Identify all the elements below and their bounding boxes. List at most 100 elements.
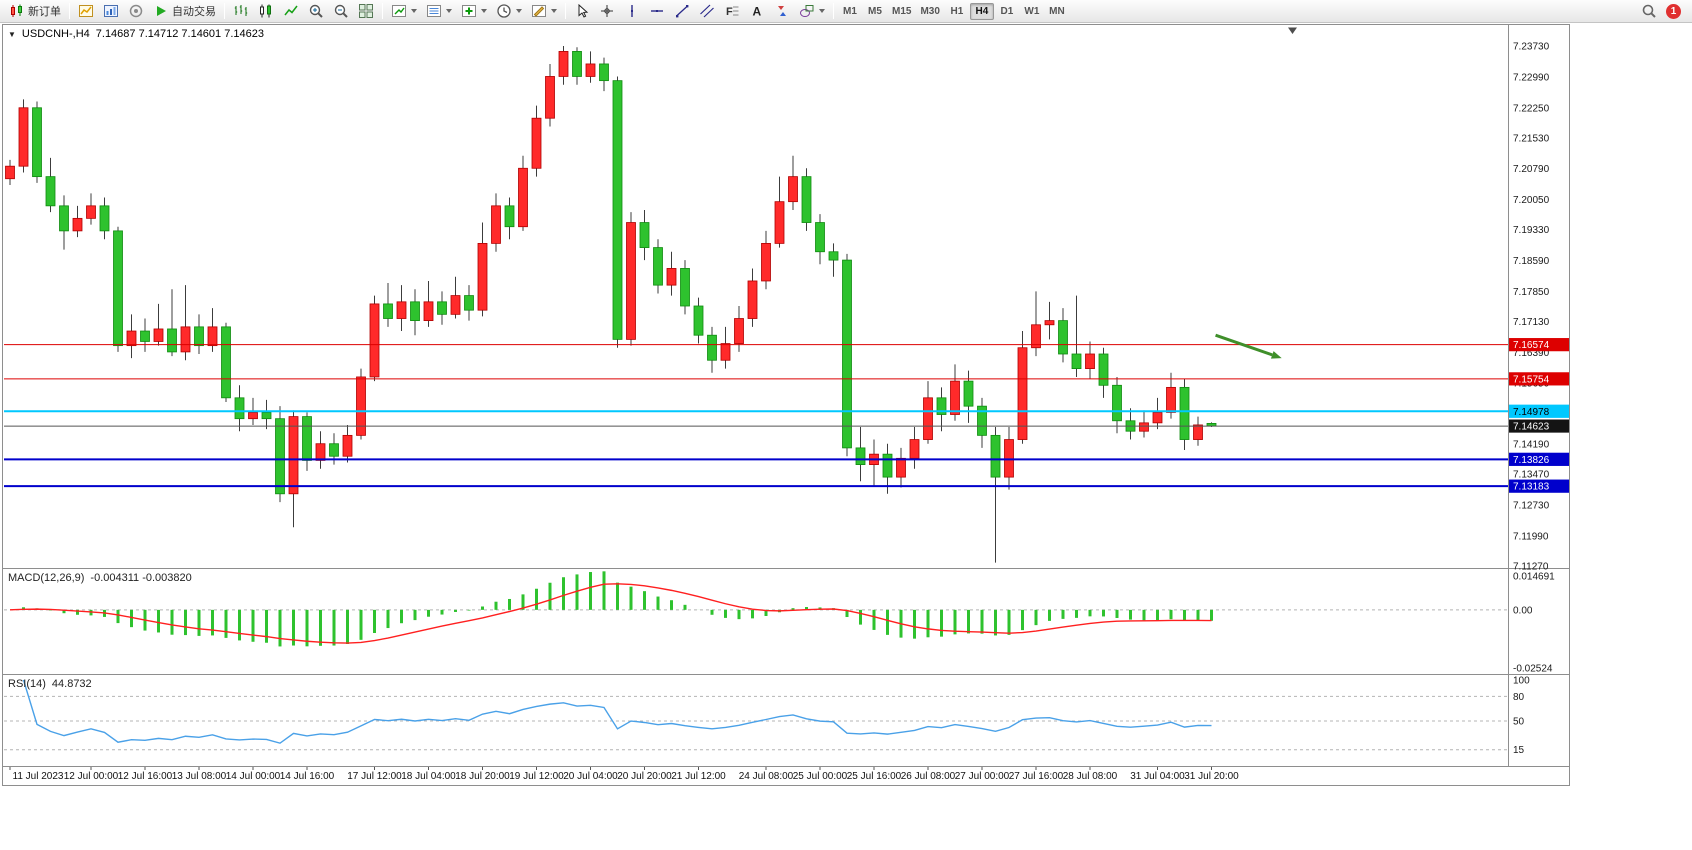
toolbar-separator (69, 3, 70, 19)
templates-icon (531, 3, 547, 19)
chart-arrow-icon (391, 3, 407, 19)
svg-text:14 Jul 00:00: 14 Jul 00:00 (226, 771, 281, 782)
line-chart-mode-button[interactable] (279, 1, 303, 21)
svg-text:7.16390: 7.16390 (1513, 348, 1550, 359)
svg-text:25 Jul 00:00: 25 Jul 00:00 (793, 771, 848, 782)
notification-badge[interactable]: 1 (1666, 3, 1681, 19)
chart-list-icon (426, 3, 442, 19)
candles-icon (258, 3, 274, 19)
arrows-icon (774, 3, 790, 19)
crosshair-icon (599, 3, 615, 19)
trendline-tool-button[interactable] (670, 1, 694, 21)
timeframe-m30[interactable]: M30 (920, 5, 940, 17)
toolbar-separator (565, 3, 566, 19)
new-chart-window-button[interactable] (387, 1, 421, 21)
line-chart-icon (283, 3, 299, 19)
timeframe-m15[interactable]: M15 (892, 5, 912, 17)
indicators-button[interactable] (457, 1, 491, 21)
timeframe-h1[interactable]: H1 (950, 5, 964, 17)
svg-text:0.014691: 0.014691 (1513, 572, 1555, 583)
candlestick-mode-button[interactable] (254, 1, 278, 21)
price-axis-scale[interactable]: 7.23730 7.22990 7.22250 7.21530 7.20790 7.200… (1509, 42, 1569, 573)
svg-text:31 Jul 20:00: 31 Jul 20:00 (1184, 771, 1239, 782)
svg-text:7.16574: 7.16574 (1513, 340, 1550, 351)
chart-profiles-button[interactable] (422, 1, 456, 21)
bar-chart-mode-button[interactable] (229, 1, 253, 21)
new-order-button[interactable]: 新订单 (5, 1, 65, 21)
svg-text:7.11990: 7.11990 (1513, 531, 1549, 542)
svg-text:7.20790: 7.20790 (1513, 164, 1550, 175)
cursor-tool-button[interactable] (570, 1, 594, 21)
svg-text:7.13183: 7.13183 (1513, 482, 1550, 493)
svg-text:7.18590: 7.18590 (1513, 256, 1550, 267)
autotrading-button[interactable]: 自动交易 (149, 1, 220, 21)
arrows-tool-button[interactable] (770, 1, 794, 21)
text-icon: A (749, 3, 765, 19)
bar-chart-icon (233, 3, 249, 19)
svg-text:24 Jul 08:00: 24 Jul 08:00 (739, 771, 794, 782)
timeframe-m5[interactable]: M5 (868, 5, 882, 17)
svg-text:7.14978: 7.14978 (1513, 407, 1550, 418)
svg-text:7.12730: 7.12730 (1513, 501, 1550, 512)
text-tool-button[interactable]: A (745, 1, 769, 21)
horizontal-line-tool-button[interactable] (645, 1, 669, 21)
hline-icon (649, 3, 665, 19)
tile-windows-button[interactable] (354, 1, 378, 21)
fibo-icon: F (724, 3, 740, 19)
svg-text:14 Jul 16:00: 14 Jul 16:00 (280, 771, 335, 782)
trend-arrow-object[interactable] (1215, 333, 1282, 359)
svg-text:15: 15 (1513, 745, 1525, 756)
toolbar-separator (382, 3, 383, 19)
dropdown-arrow-icon[interactable] (411, 9, 417, 13)
channel-tool-button[interactable] (695, 1, 719, 21)
timeframe-d1[interactable]: D1 (1000, 5, 1014, 17)
timeframe-h4[interactable]: H4 (969, 2, 994, 20)
dropdown-arrow-icon[interactable] (516, 9, 522, 13)
dropdown-arrow-icon[interactable] (446, 9, 452, 13)
search-button[interactable] (1637, 1, 1661, 21)
chart-header: ▼ USDCNH-,H4 7.14687 7.14712 7.14601 7.1… (8, 28, 264, 40)
svg-text:7.14623: 7.14623 (1513, 422, 1550, 433)
templates-button[interactable] (527, 1, 561, 21)
svg-text:18 Jul 04:00: 18 Jul 04:00 (401, 771, 456, 782)
time-axis-scale[interactable]: 11 Jul 2023 12 Jul 00:00 12 Jul 16:00 13 Ju… (9, 767, 1239, 782)
zoom-in-icon (308, 3, 324, 19)
svg-text:7.22990: 7.22990 (1513, 72, 1550, 83)
profiles-button[interactable] (99, 1, 123, 21)
search-icon (1641, 3, 1657, 19)
svg-text:7.11270: 7.11270 (1513, 562, 1549, 573)
svg-text:F: F (726, 6, 733, 18)
one-click-trading-toggle[interactable]: ▼ (8, 29, 16, 39)
new-chart-button[interactable] (74, 1, 98, 21)
svg-text:7.22250: 7.22250 (1513, 103, 1550, 114)
dropdown-arrow-icon[interactable] (551, 9, 557, 13)
vertical-line-tool-button[interactable] (620, 1, 644, 21)
dropdown-arrow-icon[interactable] (819, 9, 825, 13)
svg-text:28 Jul 08:00: 28 Jul 08:00 (1063, 771, 1118, 782)
timeframe-m1[interactable]: M1 (843, 5, 857, 17)
chart-shift-marker[interactable] (1288, 27, 1297, 35)
fibonacci-tool-button[interactable]: F (720, 1, 744, 21)
shapes-tool-button[interactable] (795, 1, 829, 21)
toolbar-separator (833, 3, 834, 19)
svg-text:7.15754: 7.15754 (1513, 374, 1550, 385)
svg-text:17 Jul 12:00: 17 Jul 12:00 (347, 771, 402, 782)
svg-text:7.13826: 7.13826 (1513, 455, 1550, 466)
zoom-in-button[interactable] (304, 1, 328, 21)
dropdown-arrow-icon[interactable] (481, 9, 487, 13)
timeframe-w1[interactable]: W1 (1024, 5, 1040, 17)
timeframe-mn[interactable]: MN (1049, 5, 1065, 17)
new-order-icon (9, 3, 25, 19)
macd-values: -0.004311 -0.003820 (90, 572, 192, 584)
zoom-out-icon (333, 3, 349, 19)
rsi-pane (4, 679, 1507, 751)
zoom-out-button[interactable] (329, 1, 353, 21)
svg-text:-0.02524: -0.02524 (1513, 664, 1553, 675)
tile-windows-icon (358, 3, 374, 19)
data-window-button[interactable] (124, 1, 148, 21)
periods-button[interactable] (492, 1, 526, 21)
crosshair-tool-button[interactable] (595, 1, 619, 21)
rsi-header: RSI(14) 44.8732 (8, 678, 92, 690)
macd-pane (4, 571, 1507, 647)
